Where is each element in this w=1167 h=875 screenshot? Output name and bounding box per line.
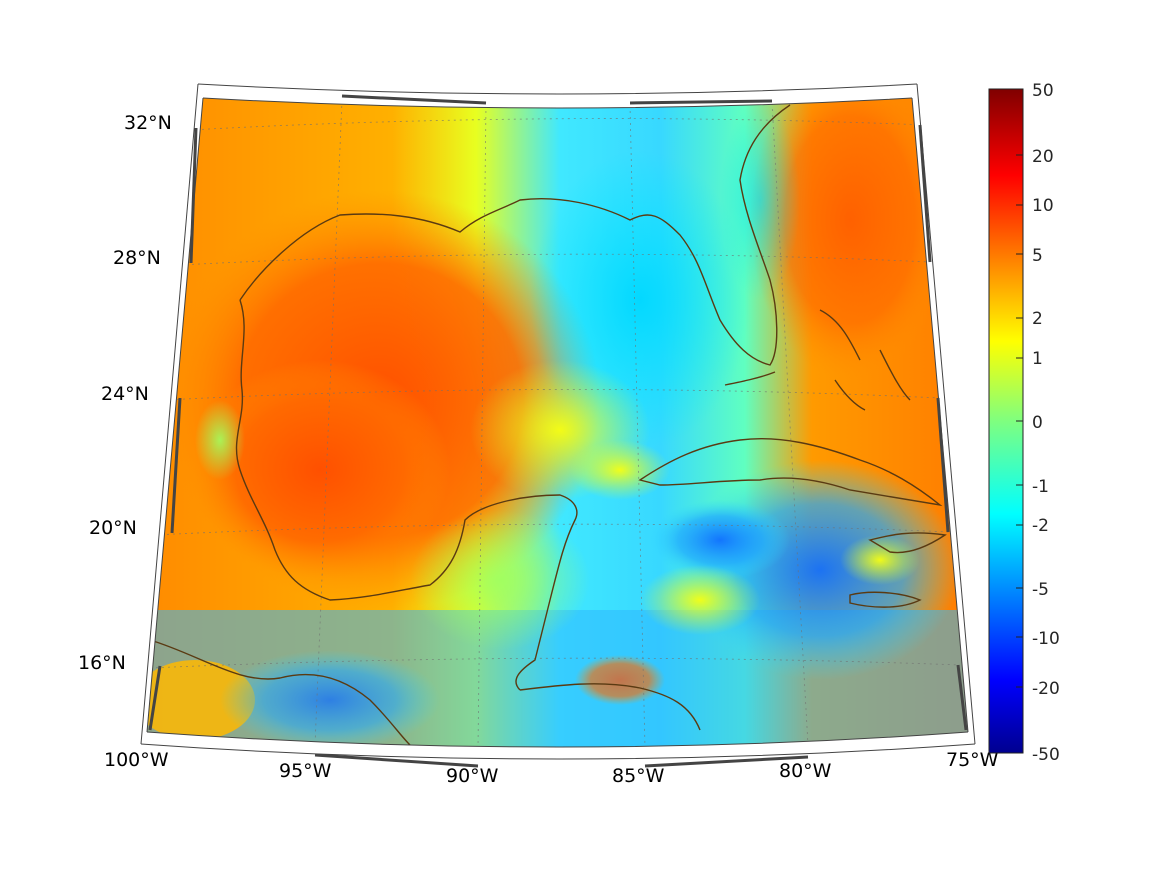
- colorbar-label: 50: [1032, 81, 1054, 101]
- colorbar: 50 20 10 5 2 1 0 -1 -2 -5 -10 -20 -50: [988, 81, 1060, 765]
- florida-keys: [724, 371, 776, 386]
- colorbar-label: -1: [1032, 477, 1049, 497]
- colorbar-label: 5: [1032, 246, 1043, 266]
- colorbar-label: -2: [1032, 516, 1049, 536]
- mexico-gulf-coast: [235, 299, 578, 691]
- lon-tick-label: 100°W: [104, 749, 169, 771]
- colorbar-label: -20: [1032, 679, 1060, 699]
- map-frame-segments: [148, 94, 968, 768]
- lon-tick-label: 85°W: [612, 765, 665, 787]
- lon-tick-label: 80°W: [779, 760, 832, 782]
- colorbar-label: -50: [1032, 745, 1060, 765]
- map-frame: [140, 83, 976, 760]
- lat-tick-label: 28°N: [113, 247, 161, 269]
- lat-tick-label: 16°N: [78, 652, 126, 674]
- colorbar-label: -10: [1032, 629, 1060, 649]
- colorbar-label: 2: [1032, 309, 1043, 329]
- lat-tick-label: 20°N: [89, 517, 137, 539]
- lon-tick-label: 75°W: [946, 749, 999, 771]
- bahamas: [819, 309, 911, 411]
- lat-tick-label: 24°N: [101, 383, 149, 405]
- cuba: [638, 438, 943, 507]
- central-america-coast: [519, 683, 701, 731]
- lon-tick-label: 90°W: [446, 765, 499, 787]
- lon-tick-labels: 100°W 95°W 90°W 85°W 80°W 75°W: [104, 749, 999, 787]
- lon-tick-label: 95°W: [279, 760, 332, 782]
- pacific-coast: [149, 639, 411, 746]
- coastlines: [149, 104, 947, 746]
- colorbar-label: 0: [1032, 413, 1043, 433]
- graticule: [149, 99, 961, 747]
- lat-tick-labels: 32°N 28°N 24°N 20°N 16°N: [78, 112, 172, 674]
- colorbar-label: 1: [1032, 349, 1043, 369]
- colorbar-label: 20: [1032, 147, 1054, 167]
- colorbar-labels: 50 20 10 5 2 1 0 -1 -2 -5 -10 -20 -50: [1032, 81, 1060, 765]
- lat-tick-label: 32°N: [124, 112, 172, 134]
- hispaniola: [868, 532, 947, 554]
- colorbar-label: 10: [1032, 196, 1054, 216]
- map-field: [147, 98, 968, 747]
- colorbar-ticks: [1016, 154, 1023, 688]
- jamaica: [849, 591, 922, 608]
- gulf-coast-north: [239, 104, 791, 366]
- colorbar-label: -5: [1032, 580, 1049, 600]
